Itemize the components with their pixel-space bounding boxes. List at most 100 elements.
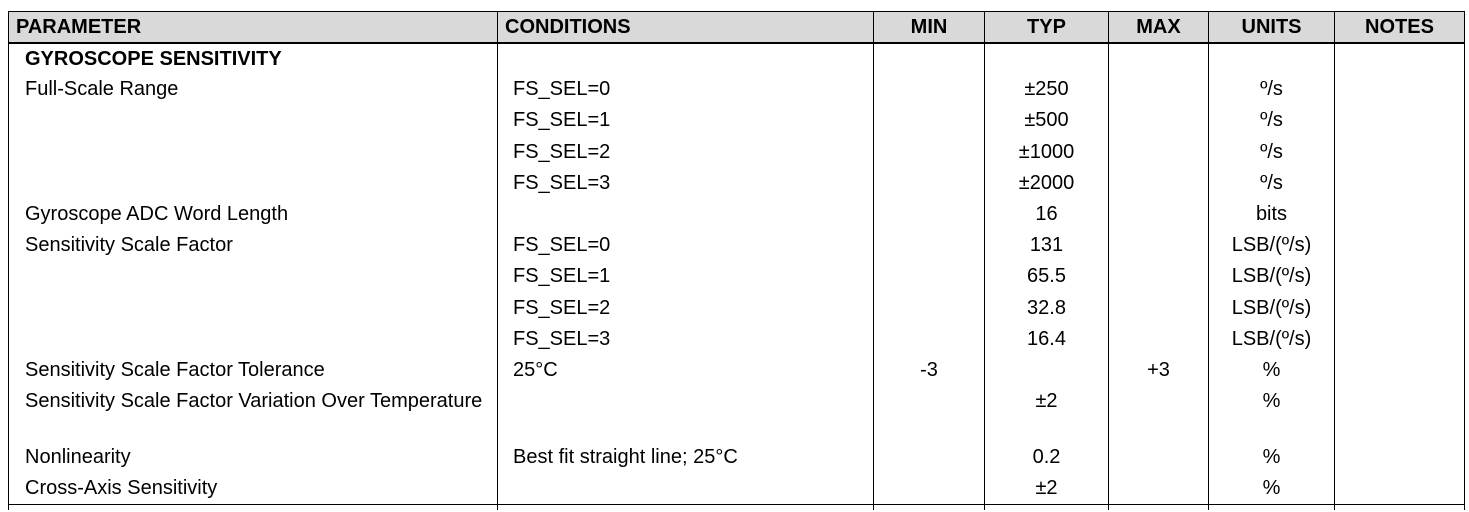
cell-parameter [8,261,498,293]
cell-max [1108,105,1209,137]
cell-min [873,442,985,474]
cell-typ: 0.2 [984,442,1109,474]
cell-conditions: FS_SEL=1 [497,105,874,137]
cell-typ: ±2 [984,386,1109,443]
table-row: FS_SEL=1 ±500 º/s [8,105,1465,137]
table-body: GYROSCOPE SENSITIVITY Full-Scale Range FS… [8,43,1465,511]
cell-parameter: Full-Scale Range [8,74,498,106]
cell-units: LSB/(º/s) [1208,261,1335,293]
cell-max [1108,74,1209,106]
cell-conditions: FS_SEL=0 [497,230,874,262]
table-row: Cross-Axis Sensitivity ±2% [8,473,1465,505]
table-row: Full-Scale Range FS_SEL=0 ±250 º/s [8,74,1465,106]
cell-conditions: Best fit straight line; 25°C [497,442,874,474]
cell-parameter: Sensitivity Scale Factor Tolerance [8,354,498,387]
cell-typ: 16 [984,198,1109,231]
cell-units: º/s [1208,74,1335,106]
cell-notes [1334,74,1465,106]
cell-typ: ±2 [984,473,1109,505]
cell-parameter [8,323,498,355]
cell-notes [1334,323,1465,355]
cell-units: % [1208,354,1335,387]
cell-max [1108,386,1209,443]
header-row: PARAMETER CONDITIONS MIN TYP MAX UNITS N… [8,11,1465,44]
table-row: Nonlinearity Best fit straight line; 25°C… [8,442,1465,474]
cell-notes [1334,442,1465,474]
cell-parameter: Sensitivity Scale Factor [8,230,498,262]
cell-conditions [497,473,874,505]
cell-max [1108,442,1209,474]
cell-units: LSB/(º/s) [1208,323,1335,355]
cell-units: % [1208,386,1335,443]
cell-notes [1334,473,1465,505]
cell-notes [1334,292,1465,324]
cell-max [1108,230,1209,262]
cell-min [873,198,985,231]
cell-notes [1334,198,1465,231]
cell-max: +3 [1108,354,1209,387]
table-header: PARAMETER CONDITIONS MIN TYP MAX UNITS N… [8,11,1465,44]
table-row: Sensitivity Scale Factor FS_SEL=0 131 LSB/(… [8,230,1465,262]
cell-notes [1334,230,1465,262]
cell-typ: ±2000 [984,167,1109,199]
cell-typ: ±250 [984,74,1109,106]
cell-max [1108,323,1209,355]
cell-min [873,473,985,505]
table-row: Gyroscope ADC Word Length 16 bits [8,198,1465,231]
cell-parameter: Sensitivity Scale Factor Variation Over … [8,386,498,443]
cell-parameter [8,167,498,199]
header-notes: NOTES [1334,11,1465,44]
continuation-row [8,504,1465,511]
cell-units: LSB/(º/s) [1208,292,1335,324]
cell-conditions: FS_SEL=2 [497,292,874,324]
cell-notes [1334,167,1465,199]
cell-min [873,167,985,199]
cell-typ: 131 [984,230,1109,262]
cell-notes [1334,354,1465,387]
cell-parameter: Cross-Axis Sensitivity [8,473,498,505]
cell-min [873,136,985,168]
cell-typ: ±500 [984,105,1109,137]
cell-conditions [497,386,874,443]
cell-min [873,230,985,262]
cell-min [873,261,985,293]
cell-parameter: Nonlinearity [8,442,498,474]
cell-conditions [497,198,874,231]
cell-max [1108,136,1209,168]
cell-notes [1334,105,1465,137]
cell-units: % [1208,442,1335,474]
cell-conditions: FS_SEL=0 [497,74,874,106]
cell-typ: 65.5 [984,261,1109,293]
header-max: MAX [1108,11,1209,44]
cell-conditions: 25°C [497,354,874,387]
table-row: FS_SEL=2 ±1000 º/s [8,136,1465,168]
cell-notes [1334,386,1465,443]
cell-conditions: FS_SEL=1 [497,261,874,293]
cell-units: º/s [1208,105,1335,137]
cell-units: bits [1208,198,1335,231]
cell-units: º/s [1208,167,1335,199]
cell-typ [984,354,1109,387]
table-row: FS_SEL=3 16.4 LSB/(º/s) [8,323,1465,355]
cell-min [873,105,985,137]
cell-conditions: FS_SEL=3 [497,167,874,199]
cell-typ: ±1000 [984,136,1109,168]
cell-typ: 32.8 [984,292,1109,324]
cell-units: º/s [1208,136,1335,168]
cell-parameter [8,105,498,137]
cell-max [1108,261,1209,293]
cell-typ: 16.4 [984,323,1109,355]
cell-min [873,386,985,443]
cell-units: % [1208,473,1335,505]
cell-parameter: Gyroscope ADC Word Length [8,198,498,231]
cell-units: LSB/(º/s) [1208,230,1335,262]
header-conditions: CONDITIONS [497,11,874,44]
cell-min [873,292,985,324]
cell-parameter [8,292,498,324]
cell-notes [1334,136,1465,168]
table-row: Sensitivity Scale Factor Tolerance 25°C -3… [8,354,1465,387]
table-row: FS_SEL=1 65.5 LSB/(º/s) [8,261,1465,293]
cell-max [1108,473,1209,505]
section-title: GYROSCOPE SENSITIVITY [8,43,498,75]
cell-min [873,74,985,106]
